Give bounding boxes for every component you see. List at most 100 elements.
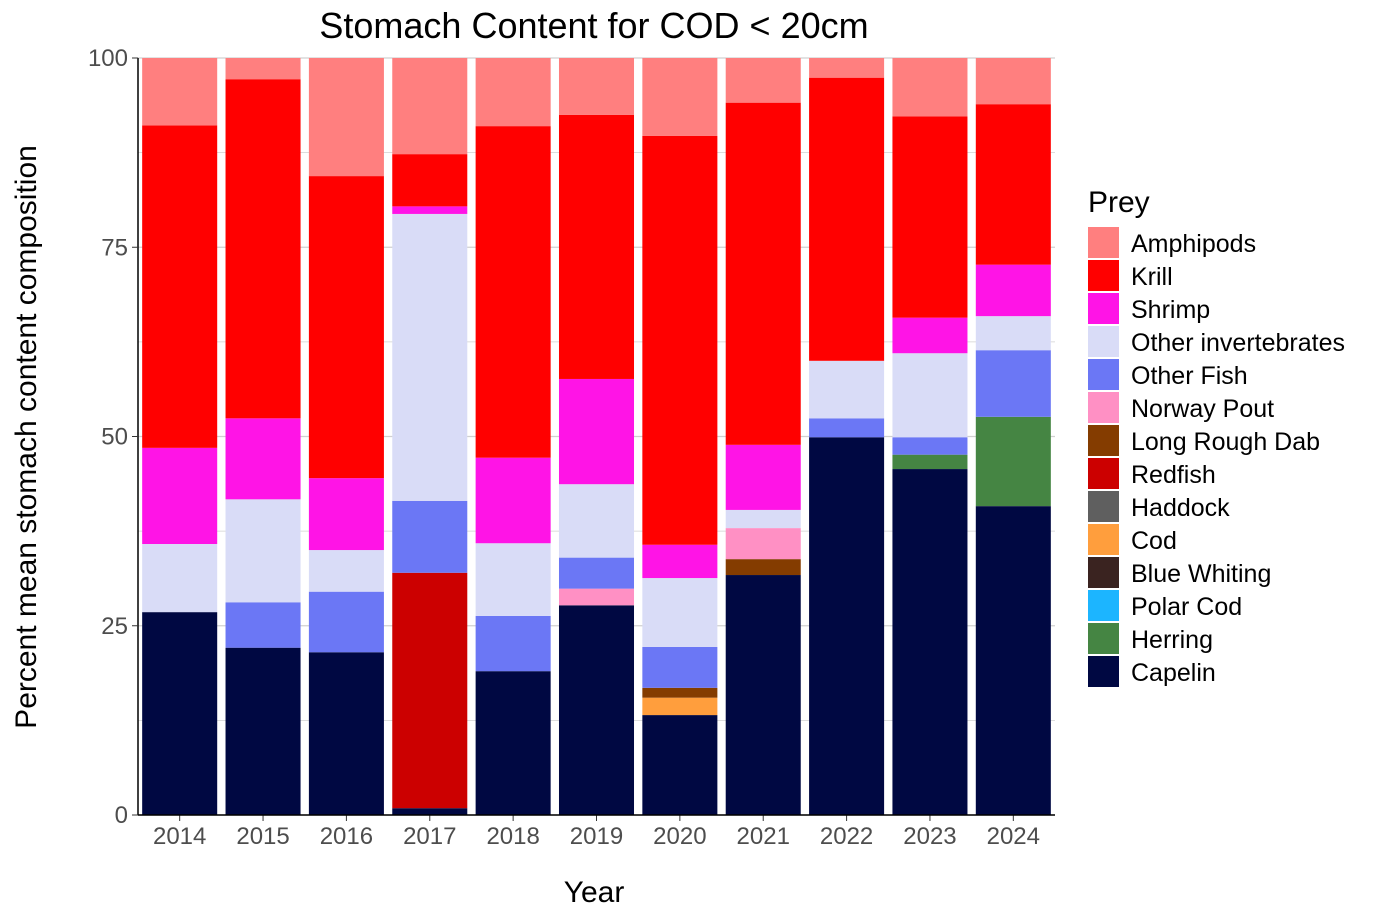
legend-key — [1088, 623, 1119, 654]
bar-segment-other-invertebrates-2017 — [392, 213, 468, 501]
x-tick-label: 2023 — [903, 823, 956, 850]
bar-segment-other-invertebrates-2016 — [308, 550, 384, 592]
bar-segment-other-invertebrates-2020 — [642, 578, 718, 647]
legend-key — [1088, 392, 1119, 423]
bar-segment-shrimp-2017 — [392, 206, 468, 214]
bar-segment-capelin-2017 — [392, 808, 468, 815]
bar-segment-amphipods-2015 — [225, 58, 301, 80]
bar-segment-krill-2022 — [809, 77, 885, 361]
bar-segment-krill-2016 — [308, 176, 384, 479]
x-tick-label: 2024 — [987, 823, 1040, 850]
bar-segment-other-invertebrates-2018 — [475, 543, 551, 616]
legend-label: Shrimp — [1131, 296, 1210, 324]
bar-segment-other-fish-2020 — [642, 646, 718, 688]
bar-segment-capelin-2021 — [725, 575, 801, 815]
x-tick-label: 2018 — [486, 823, 539, 850]
bar-segment-other-fish-2022 — [809, 418, 885, 438]
bar-segment-krill-2017 — [392, 154, 468, 207]
legend-key — [1088, 524, 1119, 555]
bar-segment-shrimp-2018 — [475, 457, 551, 544]
bar-segment-krill-2020 — [642, 135, 718, 545]
bar-segment-other-fish-2019 — [558, 557, 635, 589]
bar-segment-other-invertebrates-2015 — [225, 499, 301, 603]
legend-key — [1088, 260, 1119, 291]
legend-label: Polar Cod — [1131, 593, 1242, 621]
x-tick-label: 2014 — [153, 823, 206, 850]
bar-segment-amphipods-2016 — [308, 58, 384, 177]
legend-key — [1088, 557, 1119, 588]
bar-segment-other-fish-2016 — [308, 591, 384, 653]
bar-segment-redfish-2017 — [392, 572, 468, 809]
legend-label: Norway Pout — [1131, 395, 1274, 423]
bar-segment-norway-pout-2021 — [725, 528, 801, 560]
bar-segment-amphipods-2020 — [642, 58, 718, 136]
bar-segment-other-invertebrates-2024 — [975, 316, 1051, 351]
bar-segment-herring-2024 — [975, 416, 1051, 507]
bar-segment-amphipods-2024 — [975, 58, 1051, 105]
bar-segment-norway-pout-2019 — [558, 588, 635, 606]
bar-segment-capelin-2024 — [975, 506, 1051, 815]
bar-segment-krill-2024 — [975, 104, 1051, 265]
bar-segment-long-rough-dab-2021 — [725, 559, 801, 576]
legend-key — [1088, 227, 1119, 258]
legend-key — [1088, 293, 1119, 324]
legend-label: Long Rough Dab — [1131, 428, 1320, 456]
bar-segment-krill-2023 — [892, 116, 968, 318]
bar-segment-amphipods-2018 — [475, 58, 551, 127]
bar-segment-shrimp-2021 — [725, 444, 801, 510]
legend-key — [1088, 425, 1119, 456]
bar-segment-krill-2018 — [475, 126, 551, 458]
bar-segment-capelin-2018 — [475, 671, 551, 815]
legend-label: Capelin — [1131, 659, 1216, 687]
bar-segment-krill-2019 — [558, 114, 635, 379]
y-tick-label: 0 — [115, 802, 128, 829]
legend-label: Herring — [1131, 626, 1213, 654]
legend-title: Prey — [1088, 186, 1150, 219]
legend-key — [1088, 326, 1119, 357]
legend-label: Other invertebrates — [1131, 329, 1345, 357]
y-tick-label: 50 — [101, 424, 128, 451]
chart-title: Stomach Content for COD < 20cm — [319, 5, 868, 46]
legend-label: Haddock — [1131, 494, 1230, 522]
bar-segment-amphipods-2019 — [558, 58, 635, 115]
bar-segment-other-fish-2015 — [225, 602, 301, 648]
bar-segment-other-fish-2017 — [392, 500, 468, 573]
legend-label: Krill — [1131, 263, 1173, 291]
bar-segment-capelin-2023 — [892, 469, 968, 815]
legend-key — [1088, 359, 1119, 390]
bar-segment-capelin-2020 — [642, 715, 718, 815]
bar-segment-amphipods-2023 — [892, 58, 968, 117]
legend-key — [1088, 458, 1119, 489]
bar-segment-krill-2015 — [225, 79, 301, 419]
x-tick-label: 2020 — [653, 823, 706, 850]
legend-key — [1088, 491, 1119, 522]
bars — [142, 58, 1051, 815]
x-tick-label: 2022 — [820, 823, 873, 850]
y-tick-label: 25 — [101, 613, 128, 640]
y-tick-label: 75 — [101, 234, 128, 261]
legend: Amphipods Krill Shrimp Other invertebrates O… — [1088, 227, 1345, 687]
x-axis-label: Year — [564, 876, 625, 909]
bar-segment-amphipods-2022 — [809, 58, 885, 78]
bar-segment-other-invertebrates-2021 — [725, 509, 801, 529]
legend-label: Amphipods — [1131, 230, 1256, 258]
bar-segment-other-fish-2023 — [892, 437, 968, 455]
bar-segment-shrimp-2014 — [142, 447, 218, 544]
legend-key — [1088, 656, 1119, 687]
bar-segment-shrimp-2016 — [308, 478, 384, 551]
bar-segment-amphipods-2017 — [392, 58, 468, 155]
bar-segment-capelin-2015 — [225, 647, 301, 815]
bar-segment-amphipods-2014 — [142, 58, 218, 126]
x-tick-label: 2021 — [737, 823, 790, 850]
bar-segment-capelin-2016 — [308, 652, 384, 815]
axes: 2014 2015 2016 2017 2018 2019 2020 2021 2022 2023… — [88, 45, 1055, 850]
bar-segment-other-invertebrates-2023 — [892, 353, 968, 438]
bar-segment-amphipods-2021 — [725, 58, 801, 103]
bar-segment-capelin-2014 — [142, 612, 218, 815]
x-tick-label: 2019 — [570, 823, 623, 850]
bar-segment-capelin-2019 — [558, 605, 635, 815]
bar-segment-other-invertebrates-2022 — [809, 360, 885, 419]
bar-segment-shrimp-2023 — [892, 317, 968, 354]
bar-segment-other-invertebrates-2014 — [142, 543, 218, 613]
